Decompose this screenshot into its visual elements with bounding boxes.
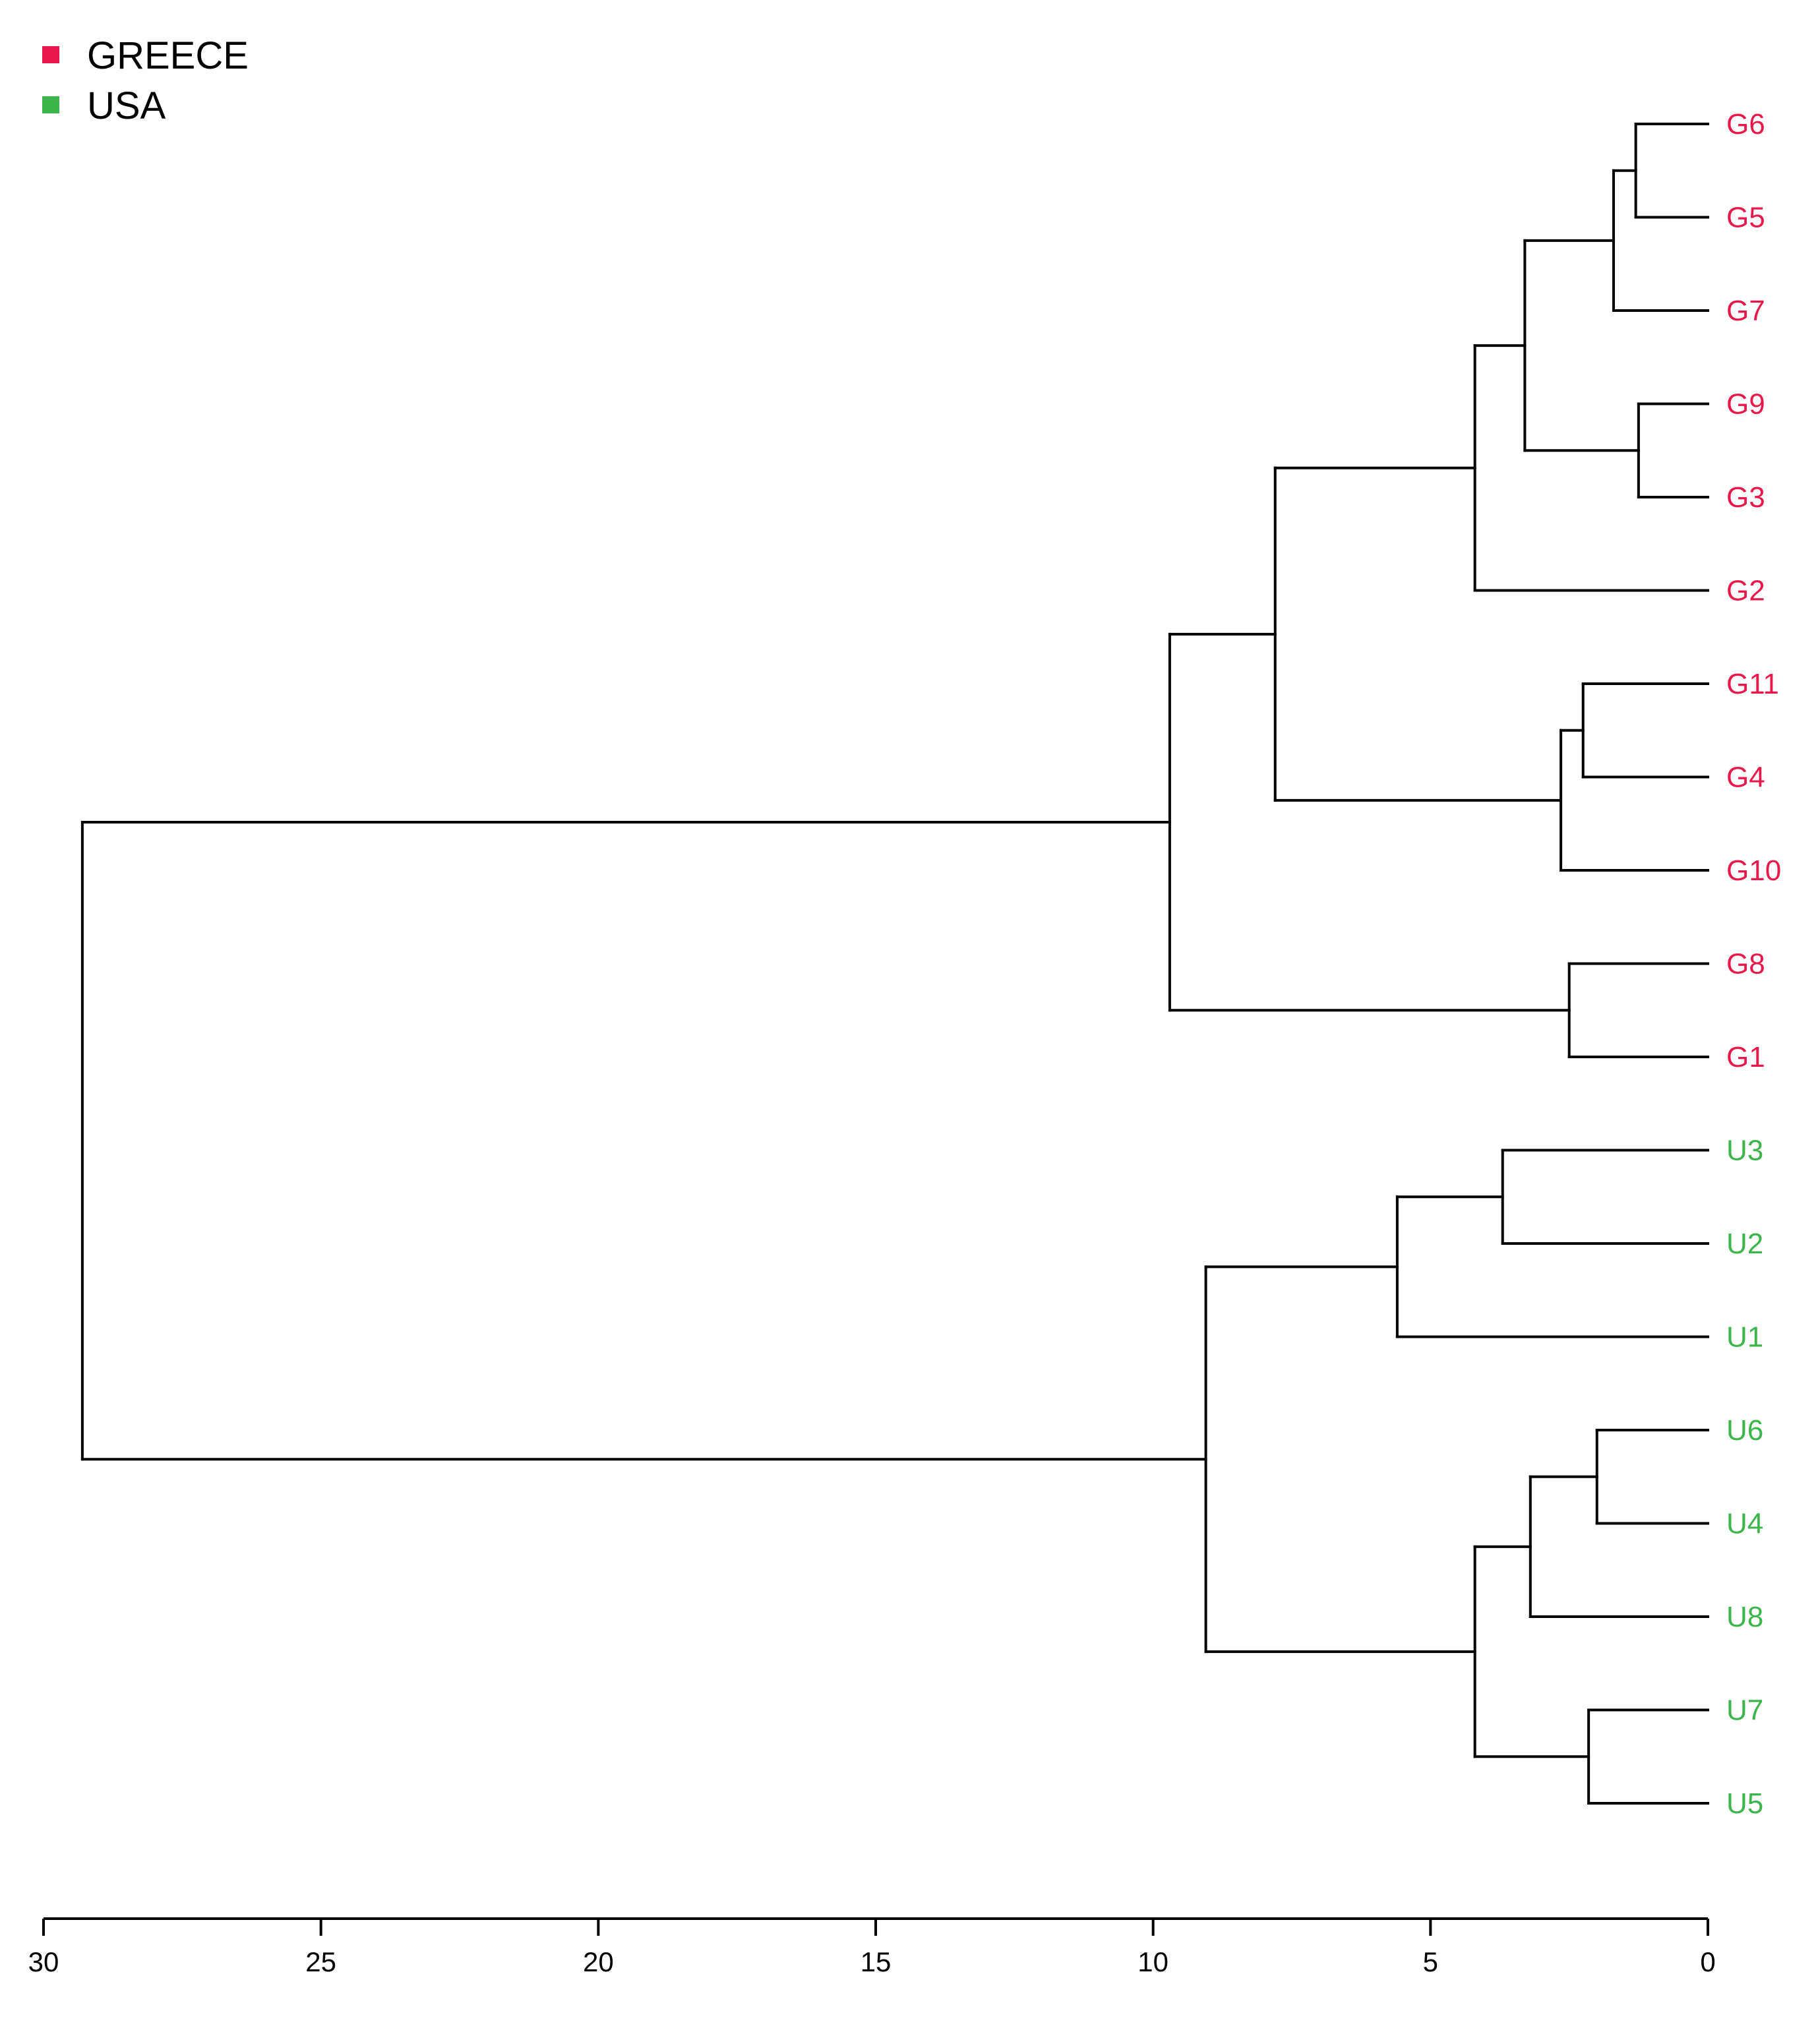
leaf-label-g2: G2 [1726,575,1765,607]
x-tick-label-0: 0 [1700,1946,1715,1977]
x-tick-label-10: 10 [1138,1946,1168,1977]
x-tick-label-25: 25 [305,1946,336,1977]
leaf-label-u2: U2 [1726,1228,1763,1260]
leaf-label-u4: U4 [1726,1508,1763,1540]
x-tick-label-15: 15 [861,1946,892,1977]
leaf-label-g6: G6 [1726,108,1765,140]
leaf-label-g3: G3 [1726,481,1765,514]
x-tick-label-5: 5 [1423,1946,1438,1977]
leaf-label-g5: G5 [1726,202,1765,234]
leaf-label-g7: G7 [1726,295,1765,327]
leaf-label-g11: G11 [1726,668,1779,700]
leaf-label-u5: U5 [1726,1787,1763,1820]
leaf-label-g9: G9 [1726,388,1765,421]
x-tick-label-30: 30 [28,1946,59,1977]
legend-label-usa: USA [87,84,166,127]
leaf-label-u6: U6 [1726,1414,1763,1447]
legend-swatch-usa [42,96,59,113]
leaf-label-u3: U3 [1726,1135,1763,1167]
leaf-label-g8: G8 [1726,948,1765,980]
x-axis: 30 25 20 15 10 5 0 [28,1917,1716,1977]
legend-label-greece: GREECE [87,34,249,77]
leaf-label-u7: U7 [1726,1694,1763,1727]
legend: GREECE USA [42,34,249,127]
dendrogram-links [80,123,1709,1805]
legend-swatch-greece [42,46,59,63]
leaf-label-u1: U1 [1726,1321,1763,1354]
leaf-label-g4: G4 [1726,762,1765,794]
x-tick-label-20: 20 [583,1946,614,1977]
leaf-label-g10: G10 [1726,854,1781,887]
leaf-label-g1: G1 [1726,1041,1765,1073]
leaf-label-u8: U8 [1726,1601,1763,1633]
leaf-labels: G6 G5 G7 G9 G3 G2 G11 G4 G10 G8 G1 U3 U2 U1 U6 U4 U8 U7 U5 [1726,108,1781,1820]
